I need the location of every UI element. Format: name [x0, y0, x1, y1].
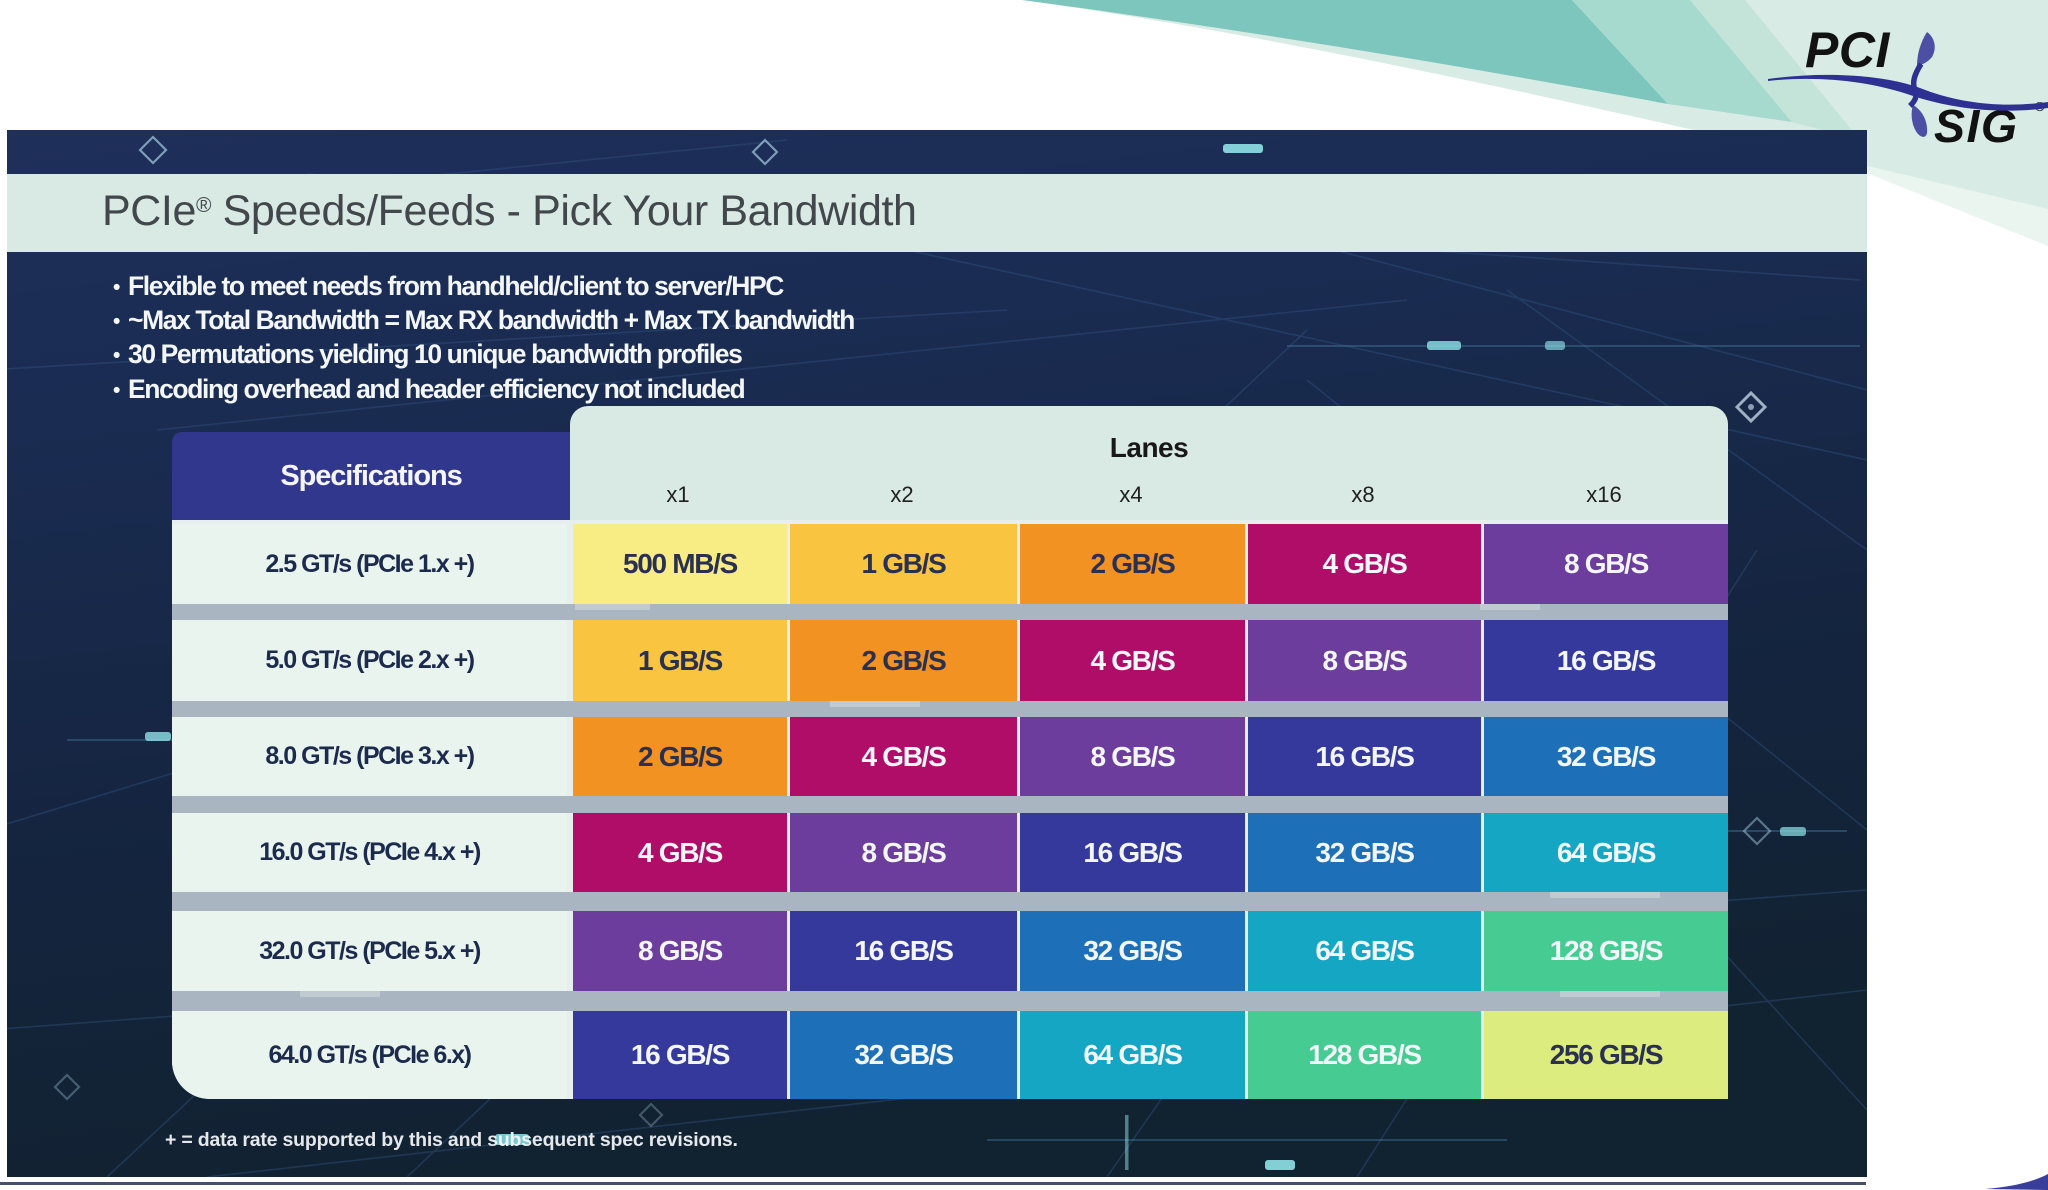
svg-text:PCI: PCI: [1805, 22, 1890, 78]
